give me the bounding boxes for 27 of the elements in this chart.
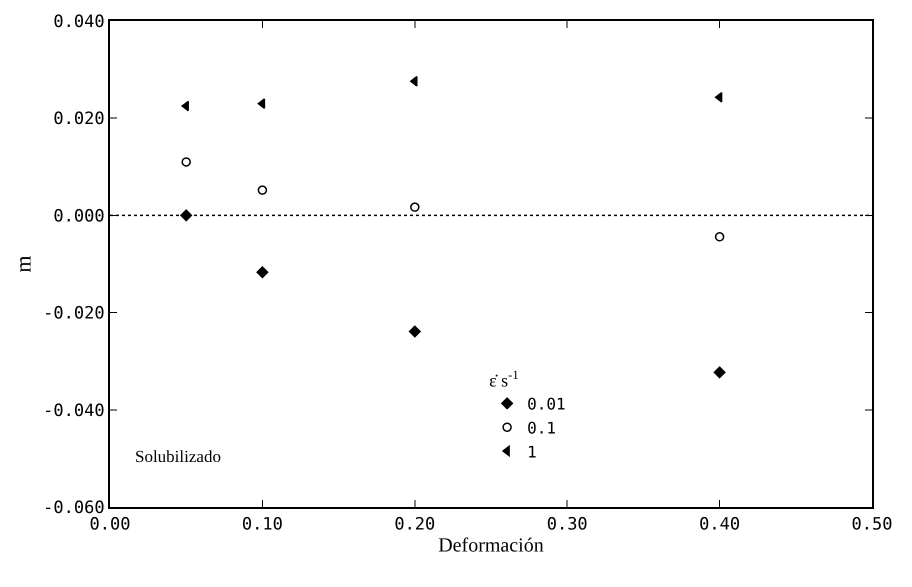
annotation: Solubilizado: [135, 447, 221, 466]
point: [258, 185, 268, 195]
x-axis-title: Deformación: [438, 534, 544, 556]
point: [181, 157, 191, 167]
point: [408, 326, 421, 338]
x-tick-label: 0.30: [546, 514, 588, 534]
legend-label: 0.01: [527, 394, 566, 414]
point: [410, 202, 420, 212]
point: [256, 266, 268, 278]
y-axis-title: m: [10, 255, 36, 273]
y-tick-label: -0.020: [43, 304, 105, 324]
y-tick-label: -0.040: [43, 400, 105, 421]
legend-label: 1: [527, 442, 537, 462]
point: [714, 232, 724, 242]
y-tick-label: 0.000: [53, 206, 105, 226]
x-tick-label: 0.50: [852, 514, 892, 534]
x-tick-label: 0.40: [699, 514, 740, 534]
point: [714, 366, 726, 378]
x-tick-label: 0.10: [242, 514, 283, 534]
x-tick-label: 0.20: [394, 514, 436, 534]
point: [258, 98, 266, 109]
legend-label: 0.1: [527, 418, 556, 438]
point: [181, 100, 189, 112]
legend-title: ε̇ s$^{-1}$: [489, 368, 519, 391]
y-tick-label: 0.040: [53, 12, 105, 32]
point: [180, 209, 192, 222]
y-tick-label: 0.020: [53, 109, 105, 130]
